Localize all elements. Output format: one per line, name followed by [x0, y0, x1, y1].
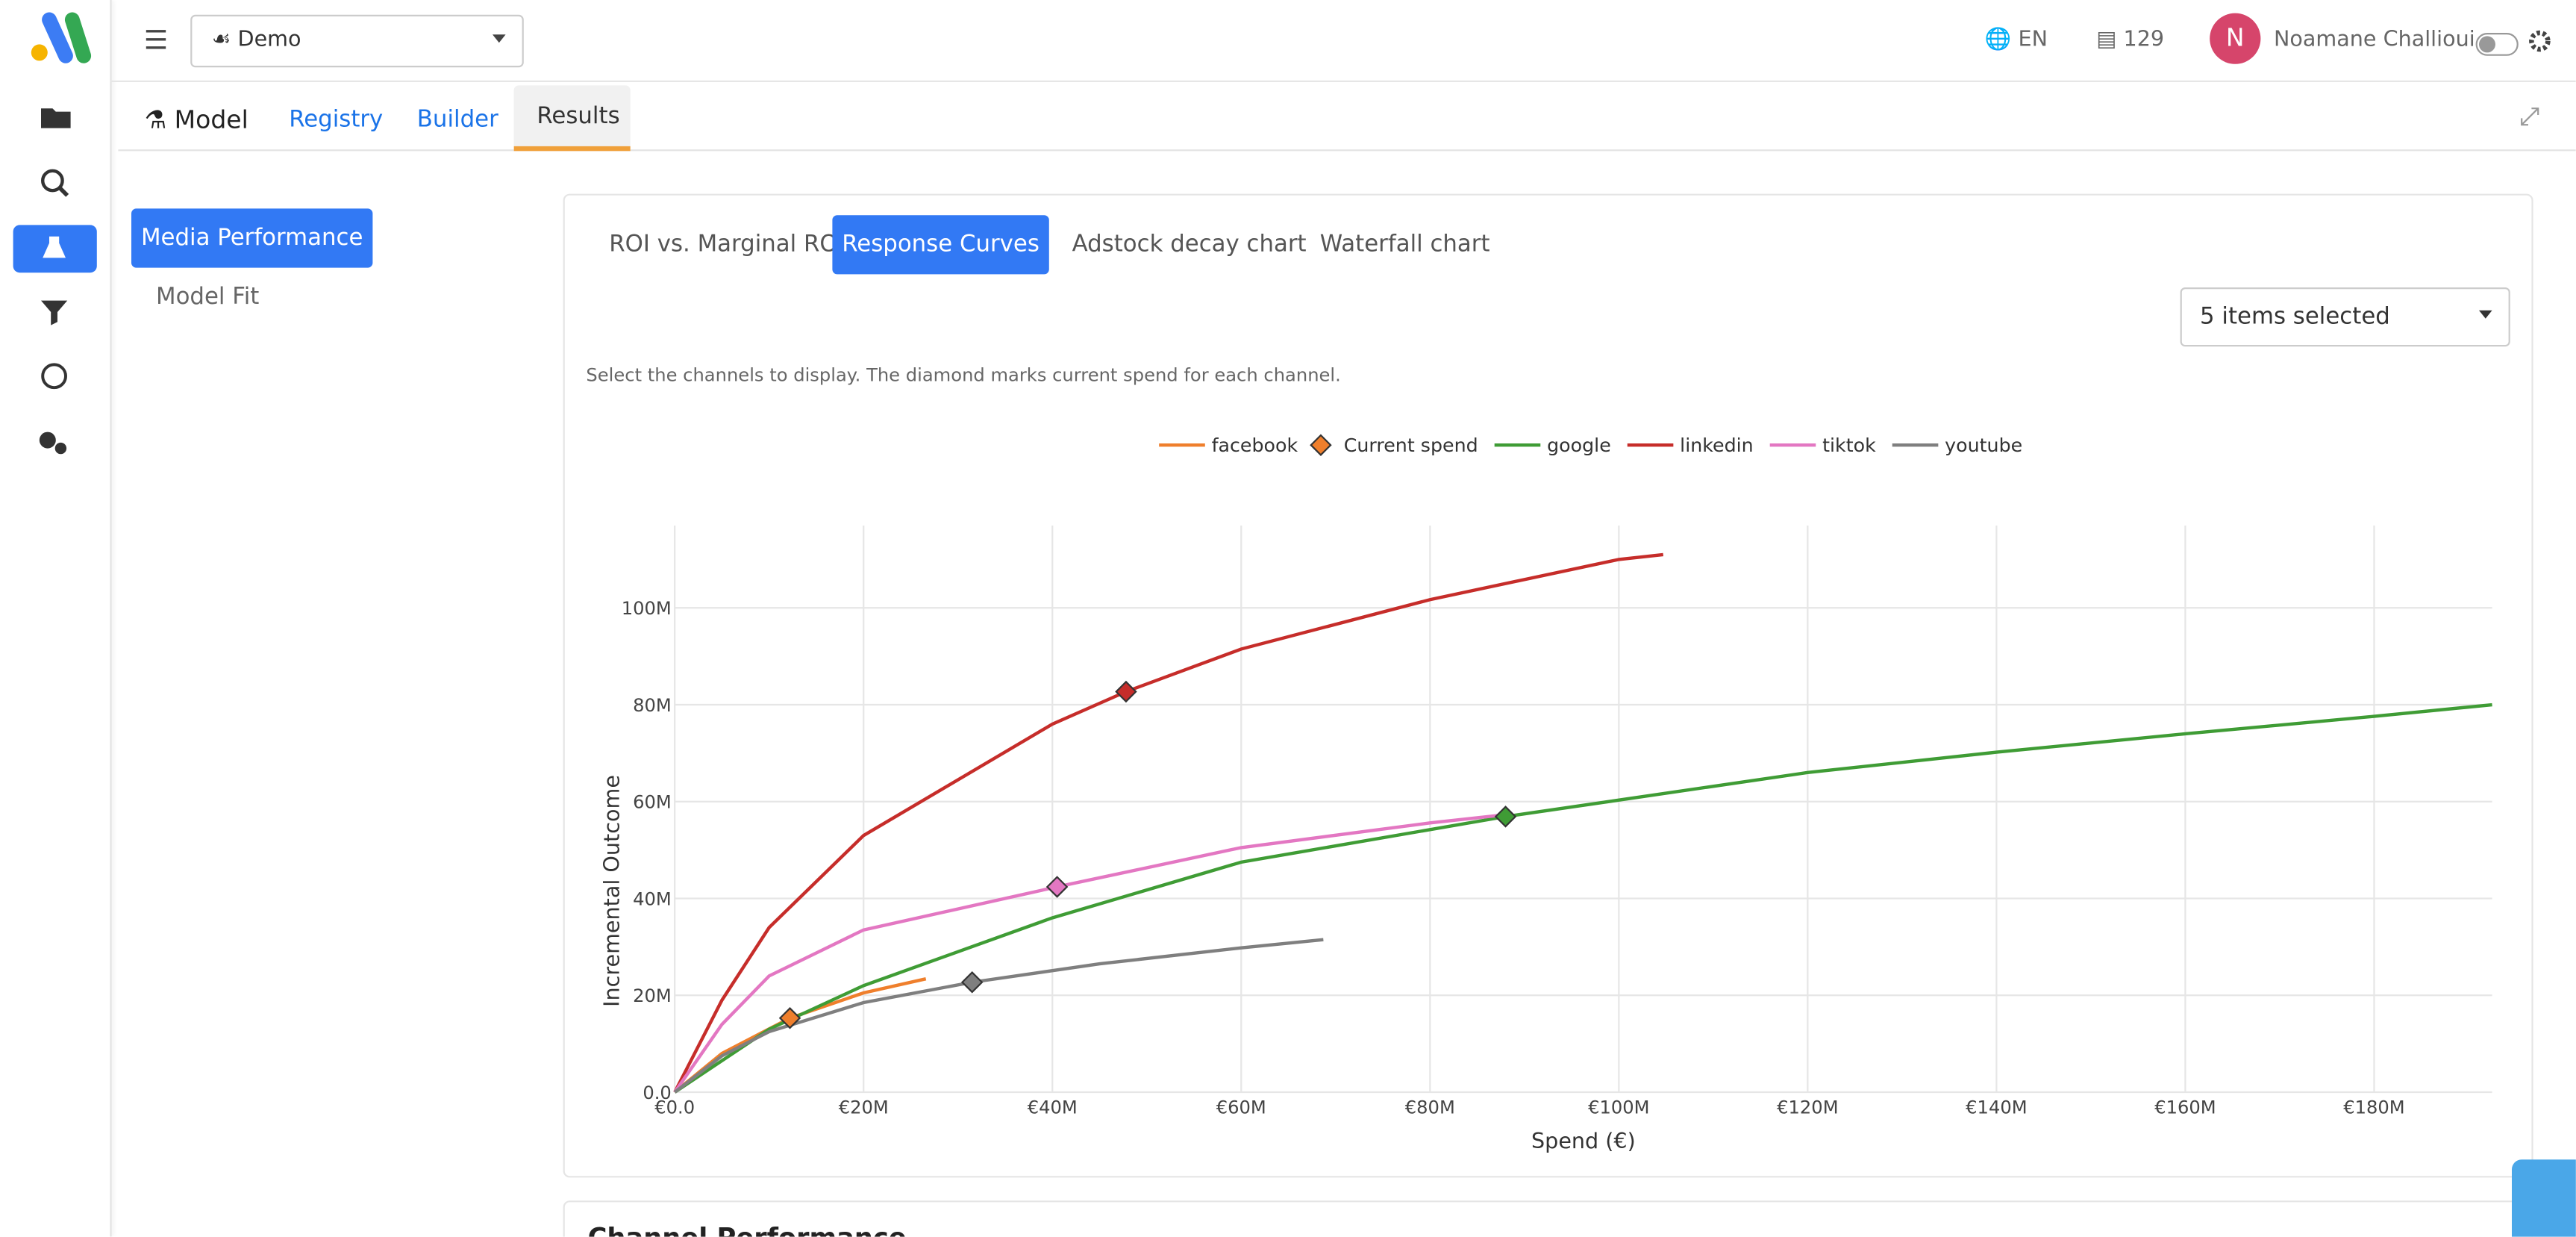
legend-item: youtube [1892, 434, 2022, 456]
legend-item: tiktok [1769, 434, 1876, 456]
gear-icon[interactable] [2528, 30, 2551, 53]
sidebar-icons [13, 12, 97, 455]
y-axis-title: Incremental Outcome [598, 775, 624, 1007]
x-tick-label: €180M [2343, 1097, 2404, 1118]
x-tick-label: €120M [1777, 1097, 1838, 1118]
avatar[interactable]: N [2210, 13, 2261, 64]
x-tick-label: €160M [2154, 1097, 2216, 1118]
help-icon[interactable] [41, 363, 67, 390]
y-tick-label: 40M [633, 888, 672, 909]
curve [673, 813, 1506, 1094]
count-label: 129 [2123, 28, 2165, 53]
settings-icon[interactable] [39, 431, 67, 455]
x-tick-label: €60M [1216, 1097, 1266, 1118]
theme-toggle[interactable] [2475, 33, 2519, 56]
chart-tab[interactable]: Waterfall chart [1319, 231, 1490, 258]
nav-tab-model[interactable]: ⚗ Model [144, 105, 248, 135]
assistant-button[interactable] [2512, 1159, 2576, 1237]
nav-tab-label: Results [537, 103, 620, 130]
top-bar [110, 0, 2576, 82]
curve [673, 552, 1664, 1094]
flask-icon [43, 236, 66, 258]
logo [31, 12, 92, 63]
project-name: ☙ Demo [211, 28, 301, 53]
nav-tab-active[interactable]: Results [513, 85, 631, 152]
channel-select-label: 5 items selected [2200, 304, 2390, 331]
side-menu-active[interactable]: Media Performance [131, 208, 373, 268]
search-icon[interactable] [41, 169, 69, 197]
y-tick-label: 80M [633, 695, 672, 716]
next-card: Channel Performance [563, 1200, 2533, 1237]
y-tick-label: 60M [633, 792, 672, 813]
tab-divider [118, 149, 2576, 152]
toggle-knob [2479, 36, 2495, 53]
chart-tab[interactable]: Adstock decay chart [1072, 231, 1307, 258]
y-tick-label: 100M [622, 598, 672, 619]
current-spend-marker [1045, 876, 1069, 898]
language-label: EN [2018, 28, 2048, 53]
user-name: Noamane Challioui [2274, 28, 2475, 53]
chart-tab[interactable]: ROI vs. Marginal ROI [609, 231, 845, 258]
expand-icon[interactable] [2519, 105, 2542, 128]
current-spend-marker [778, 1006, 801, 1029]
channel-select[interactable]: 5 items selected [2180, 287, 2510, 347]
hint: Select the channels to display. The diam… [586, 364, 1341, 386]
project-label: Demo [237, 28, 301, 53]
section-title: Channel Performance [588, 1222, 907, 1237]
x-tick-label: €20M [839, 1097, 889, 1118]
chart: €0.0 €20M €40M €60M €80M €100M €120M €140M €160M… [598, 434, 2492, 1153]
x-axis-title: Spend (€) [1531, 1128, 1636, 1153]
legend-item: facebook [1159, 434, 1298, 456]
legend-label: facebook [1212, 434, 1298, 456]
y-tick-label: 0.0 [643, 1082, 671, 1103]
caret [2479, 310, 2492, 325]
folder-icon[interactable] [41, 108, 71, 128]
legend-label: youtube [1945, 434, 2022, 456]
filter-icon[interactable] [41, 300, 68, 325]
legend-label: google [1547, 434, 1611, 456]
x-tick-label: €100M [1588, 1097, 1649, 1118]
nav-tab[interactable]: Builder [416, 107, 498, 134]
x-tick-label: €140M [1966, 1097, 2027, 1118]
legend-item: google [1494, 434, 1611, 456]
current-spend-marker [960, 970, 984, 994]
chart-tab-active[interactable]: Response Curves [832, 215, 1049, 275]
language[interactable]: 🌐 EN [1984, 28, 2048, 53]
count[interactable]: ▤ 129 [2096, 28, 2165, 53]
project-select[interactable]: ☙ Demo [190, 14, 524, 68]
legend-symbol [1310, 434, 1332, 456]
legend-item: Current spend [1310, 434, 1478, 456]
x-tick-label: €0.0 [654, 1097, 695, 1118]
side-menu-item[interactable]: Model Fit [156, 284, 260, 311]
legend-label: tiktok [1822, 434, 1876, 456]
nav-tab-label: Model [174, 105, 248, 135]
legend-label: linkedin [1680, 434, 1754, 456]
sidebar [0, 0, 112, 1237]
nav-tab[interactable]: Registry [289, 107, 384, 134]
x-tick-label: €40M [1028, 1097, 1078, 1118]
current-spend-marker [1115, 680, 1137, 703]
legend-label: Current spend [1344, 434, 1478, 456]
y-tick-label: 20M [633, 985, 672, 1006]
chart-card [563, 193, 2533, 1178]
current-spend-marker [1494, 806, 1517, 828]
menu-icon[interactable] [145, 28, 171, 51]
caret [493, 34, 506, 49]
curve [673, 938, 1324, 1094]
x-tick-label: €80M [1405, 1097, 1455, 1118]
legend-item: linkedin [1627, 434, 1754, 456]
